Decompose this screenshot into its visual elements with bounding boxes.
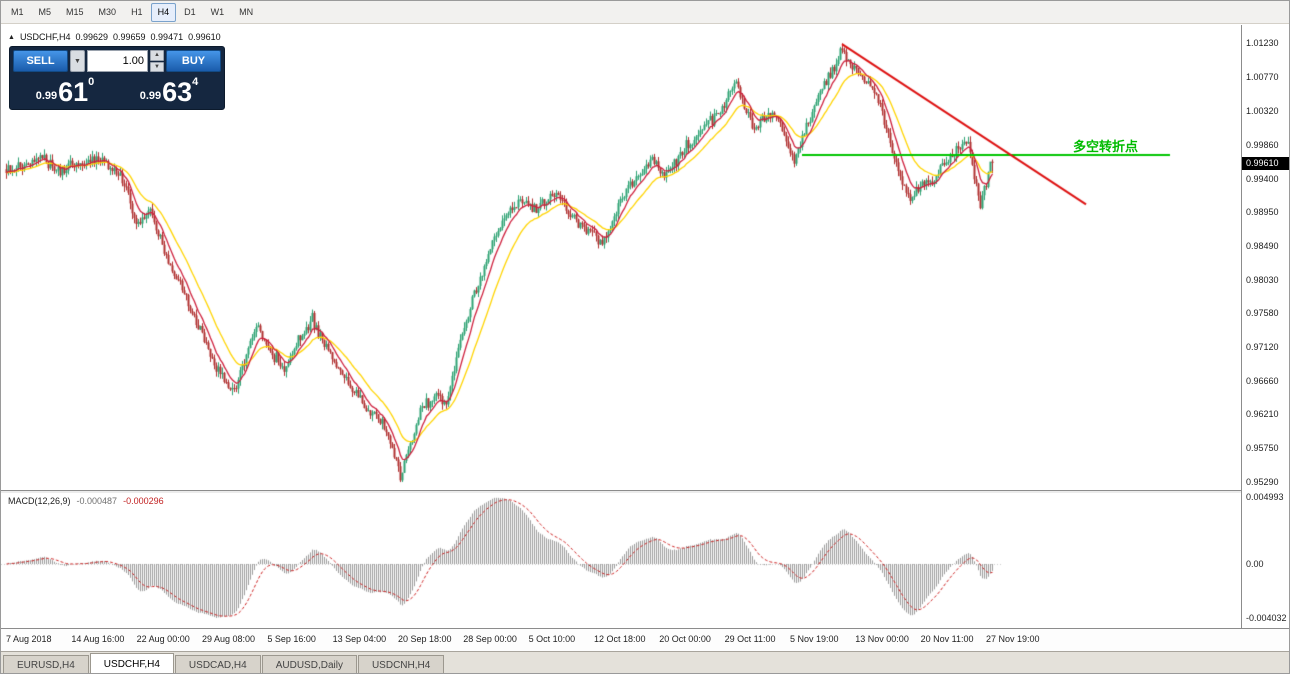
price-axis-label: 0.95290 — [1246, 477, 1279, 488]
ohlc-close: 0.99610 — [188, 32, 221, 42]
macd-axis-label: 0.004993 — [1246, 492, 1284, 502]
time-axis-label: 14 Aug 16:00 — [71, 634, 125, 644]
sell-price-point: 0 — [88, 76, 95, 88]
sell-price: 0.99 61 0 — [13, 73, 117, 106]
price-axis-label: 0.98490 — [1246, 240, 1279, 251]
sell-price-pips: 61 — [58, 77, 89, 107]
time-axis-label: 20 Nov 11:00 — [920, 634, 974, 644]
time-axis-label: 7 Aug 2018 — [6, 634, 52, 644]
macd-indicator-canvas[interactable] — [1, 493, 1241, 628]
tab-usdchf-h4[interactable]: USDCHF,H4 — [89, 653, 174, 673]
time-axis-label: 20 Sep 18:00 — [397, 634, 452, 644]
buy-price: 0.99 63 4 — [117, 73, 221, 106]
spinner-up-icon[interactable]: ▲ — [150, 50, 164, 61]
price-axis-label: 0.98950 — [1246, 206, 1279, 217]
tab-audusd-daily[interactable]: AUDUSD,Daily — [261, 655, 357, 673]
one-click-trade-panel: SELL ▼ ▲ ▼ BUY 0.99 61 0 0.99 63 4 — [9, 46, 225, 110]
price-axis-label: 1.00320 — [1246, 105, 1279, 116]
annotation-text: 多空转折点 — [1073, 139, 1139, 154]
tab-usdcad-h4[interactable]: USDCAD,H4 — [174, 655, 261, 673]
macd-signal-value: -0.000296 — [123, 496, 164, 506]
timeframe-button-mn[interactable]: MN — [239, 7, 254, 17]
price-axis-label: 0.99400 — [1246, 173, 1279, 184]
price-axis-label: 0.97580 — [1246, 307, 1279, 318]
macd-indicator-label: MACD(12,26,9) -0.000487 -0.000296 — [8, 496, 164, 506]
price-axis-label: 1.01230 — [1246, 38, 1279, 49]
sell-button[interactable]: SELL — [13, 50, 68, 72]
price-axis: 0.99610 1.01230 1.00770 1.00320 0.99860 0.99… — [1241, 25, 1289, 651]
volume-spinner: ▲ ▼ — [150, 50, 164, 72]
timeframe-button-m1[interactable]: M1 — [11, 7, 24, 17]
time-axis-label: 29 Oct 11:00 — [724, 634, 776, 644]
one-click-panel-toggle-icon[interactable]: ▲ — [8, 33, 15, 41]
price-axis-label: 0.96210 — [1246, 409, 1279, 420]
macd-name: MACD(12,26,9) — [8, 496, 71, 506]
buy-price-point: 4 — [192, 76, 199, 88]
ohlc-low: 0.99471 — [150, 32, 184, 42]
time-axis-label: 22 Aug 00:00 — [136, 634, 190, 644]
chart-title: ▲ USDCHF,H4 0.99629 0.99659 0.99471 0.99… — [8, 32, 221, 42]
time-axis-label: 13 Nov 00:00 — [855, 634, 909, 644]
symbol-timeframe-label: USDCHF,H4 — [19, 32, 71, 42]
timeframe-button-w1[interactable]: W1 — [210, 7, 225, 17]
tab-eurusd-h4[interactable]: EURUSD,H4 — [3, 655, 89, 673]
volume-input[interactable] — [87, 50, 148, 72]
time-axis-label: 29 Aug 08:00 — [201, 634, 256, 644]
time-axis-label: 5 Oct 10:00 — [528, 634, 576, 644]
sell-price-base: 0.99 — [35, 90, 58, 102]
price-axis-label: 0.98030 — [1246, 274, 1279, 285]
time-axis-label: 12 Oct 18:00 — [593, 634, 646, 644]
time-axis-label: 5 Sep 16:00 — [267, 634, 316, 644]
chart-tabs-bar: EURUSD,H4 USDCHF,H4 USDCAD,H4 AUDUSD,Daily U… — [1, 651, 1289, 673]
timeframe-button-h1[interactable]: H1 — [131, 7, 143, 17]
tab-usdcnh-h4[interactable]: USDCNH,H4 — [357, 655, 445, 673]
ohlc-open: 0.99629 — [75, 32, 108, 42]
timeframe-toolbar: M1 M5 M15 M30 H1 H4 D1 W1 MN — [1, 1, 1289, 24]
price-axis-label: 1.00770 — [1246, 72, 1279, 83]
time-axis-label: 27 Nov 19:00 — [985, 634, 1040, 644]
ohlc-high: 0.99659 — [113, 32, 146, 42]
macd-main-value: -0.000487 — [76, 496, 118, 506]
price-axis-label: 0.97120 — [1246, 341, 1279, 352]
timeframe-button-h4[interactable]: H4 — [150, 2, 177, 22]
time-axis-label: 28 Sep 00:00 — [463, 634, 517, 644]
timeframe-button-d1[interactable]: D1 — [184, 7, 196, 17]
time-axis-label: 13 Sep 04:00 — [332, 634, 387, 644]
buy-price-pips: 63 — [162, 77, 193, 107]
trade-panel-prices: 0.99 61 0 0.99 63 4 — [13, 73, 221, 106]
buy-button[interactable]: BUY — [166, 50, 221, 72]
price-axis-label: 0.99860 — [1246, 139, 1279, 150]
timeframe-button-m15[interactable]: M15 — [66, 7, 84, 17]
volume-dropdown-button[interactable]: ▼ — [70, 50, 85, 72]
current-price-label: 0.99610 — [1242, 157, 1289, 170]
spinner-down-icon[interactable]: ▼ — [150, 61, 164, 72]
time-axis-label: 5 Nov 19:00 — [789, 634, 839, 644]
timeframe-button-m30[interactable]: M30 — [98, 7, 117, 17]
timeframe-button-m5[interactable]: M5 — [38, 7, 52, 17]
trade-panel-controls: SELL ▼ ▲ ▼ BUY — [13, 50, 221, 72]
macd-axis-label: 0.00 — [1246, 559, 1264, 569]
chevron-down-icon: ▼ — [74, 57, 81, 65]
macd-axis-label: -0.004032 — [1246, 613, 1287, 623]
price-axis-label: 0.96660 — [1246, 375, 1279, 386]
time-axis: 7 Aug 2018 14 Aug 16:00 22 Aug 00:00 29 Aug… — [1, 628, 1289, 651]
buy-price-base: 0.99 — [139, 90, 162, 102]
price-axis-label: 0.95750 — [1246, 443, 1279, 454]
time-axis-label: 20 Oct 00:00 — [659, 634, 711, 644]
panel-splitter[interactable] — [1, 490, 1241, 493]
